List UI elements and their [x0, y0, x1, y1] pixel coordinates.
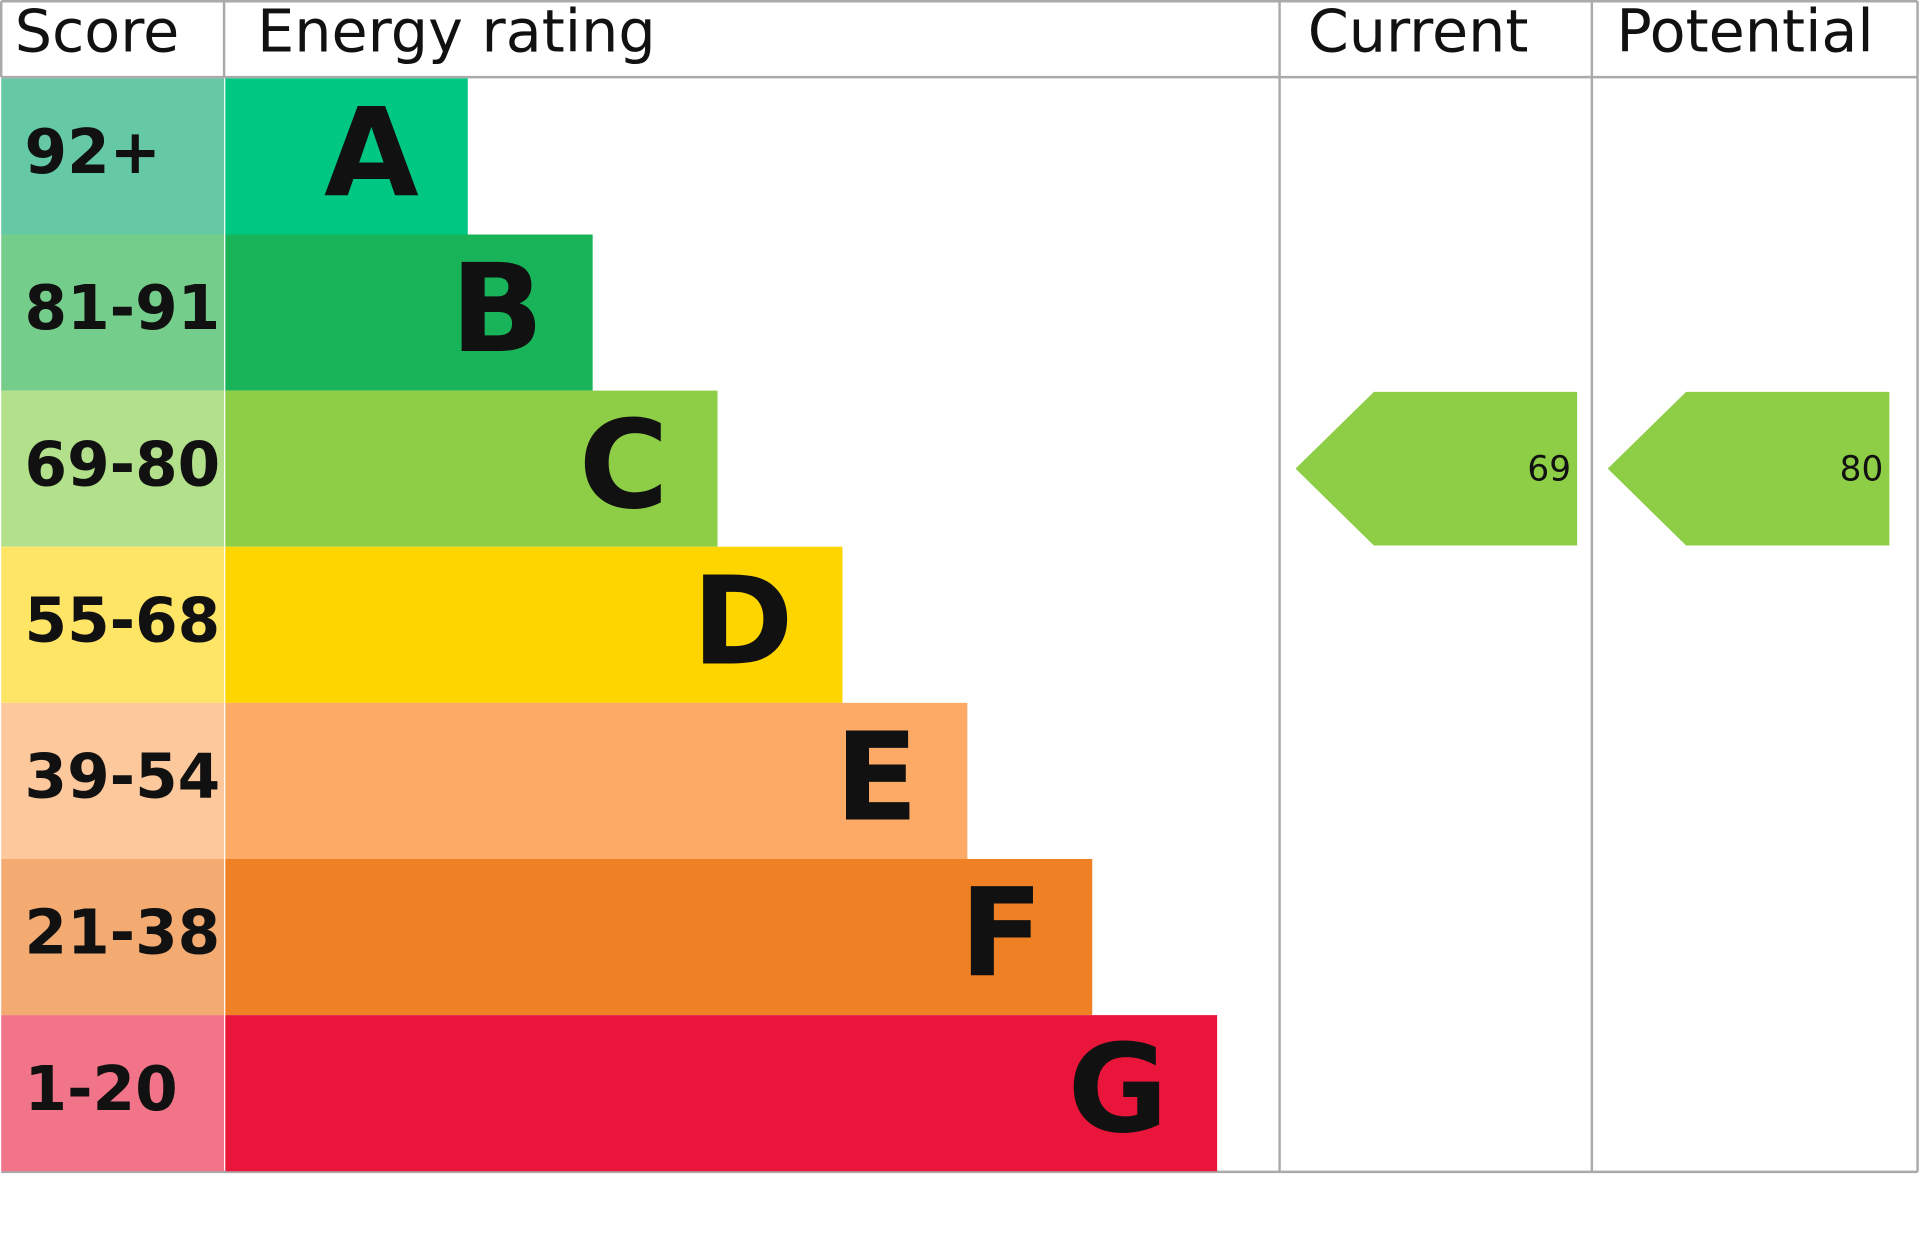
rating-bar — [225, 858, 1093, 1016]
current-arrow — [1295, 391, 1578, 546]
score-label: 1-20 — [24, 1054, 177, 1125]
rating-letter: D — [692, 549, 794, 692]
score-label: 55-68 — [24, 585, 220, 656]
rating-bar — [225, 1015, 1218, 1172]
score-cell — [1, 546, 225, 703]
potential-arrow — [1607, 391, 1890, 546]
rating-bar — [225, 546, 843, 703]
score-label: 39-54 — [24, 742, 220, 813]
current-value: 69 — [1527, 450, 1571, 490]
rating-letter: E — [835, 706, 919, 849]
score-label: 81-91 — [24, 273, 220, 344]
score-label: 69-80 — [24, 429, 220, 500]
score-label: 92+ — [24, 117, 161, 188]
rating-letter: A — [324, 81, 419, 224]
score-cell — [1, 858, 225, 1016]
score-cell — [1, 78, 225, 235]
score-cell — [1, 390, 225, 547]
score-label: 21-38 — [24, 898, 220, 969]
rating-bar — [225, 390, 718, 547]
rating-bar — [225, 78, 468, 235]
rating-letter: F — [960, 862, 1044, 1005]
score-cell — [1, 1015, 225, 1172]
rating-letter: B — [450, 237, 543, 380]
score-header: Score — [15, 0, 180, 66]
current-header: Current — [1308, 0, 1529, 66]
potential-value: 80 — [1840, 450, 1884, 490]
rating-header: Energy rating — [257, 0, 656, 66]
rating-letter: G — [1068, 1018, 1169, 1161]
score-cell — [1, 702, 225, 859]
rating-letter: C — [579, 393, 669, 536]
grid — [0, 0, 1919, 1174]
rating-bar — [225, 234, 593, 391]
potential-header: Potential — [1616, 0, 1873, 66]
score-cell — [1, 234, 225, 391]
rating-bar — [225, 702, 968, 859]
